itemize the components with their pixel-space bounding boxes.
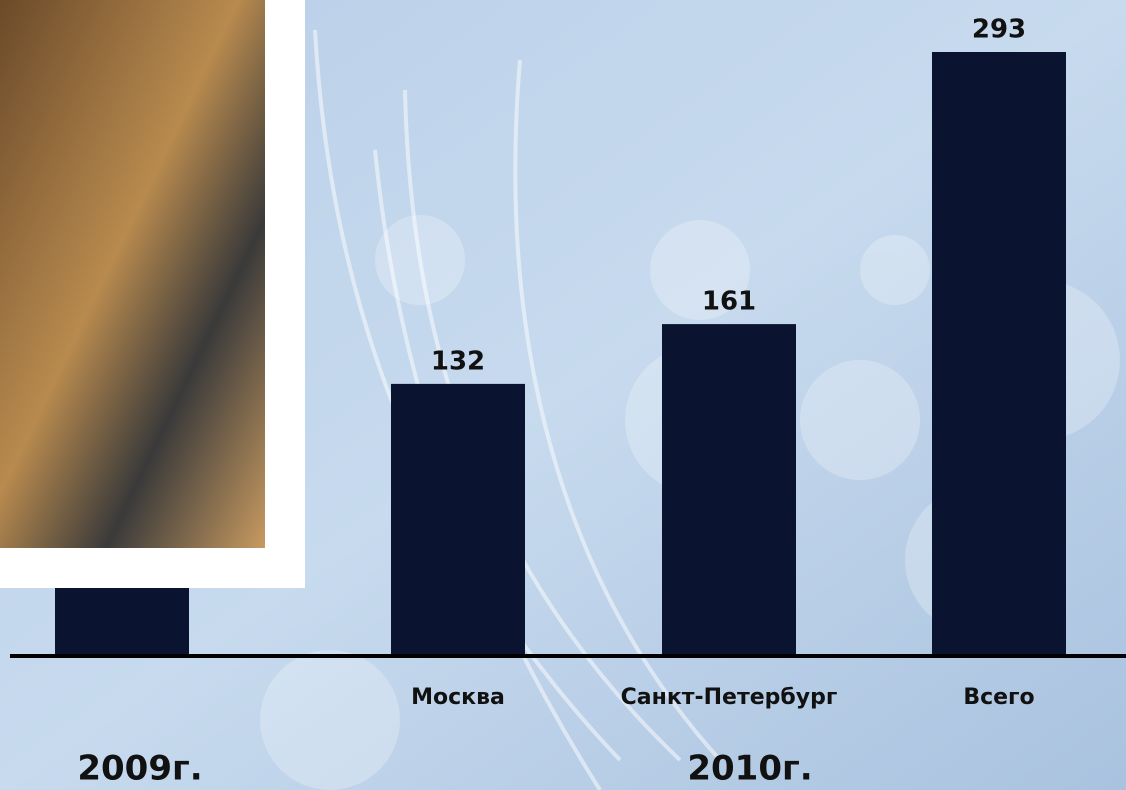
slide: 35132Москва161Санкт-Петербург293Всего 20… [0, 0, 1126, 790]
x-tick-label: Москва [411, 685, 505, 710]
value-label: 161 [702, 287, 756, 317]
x-tick-label: Всего [963, 685, 1034, 710]
bar [932, 52, 1066, 656]
bar [391, 384, 525, 656]
bar [55, 584, 189, 656]
photo [0, 0, 265, 548]
annotation: 2010г. [687, 749, 812, 789]
annotation: 2009г. [77, 749, 202, 789]
value-label: 132 [431, 346, 485, 376]
x-tick-label: Санкт-Петербург [621, 685, 838, 710]
bar [662, 324, 796, 656]
value-label: 293 [972, 15, 1026, 45]
